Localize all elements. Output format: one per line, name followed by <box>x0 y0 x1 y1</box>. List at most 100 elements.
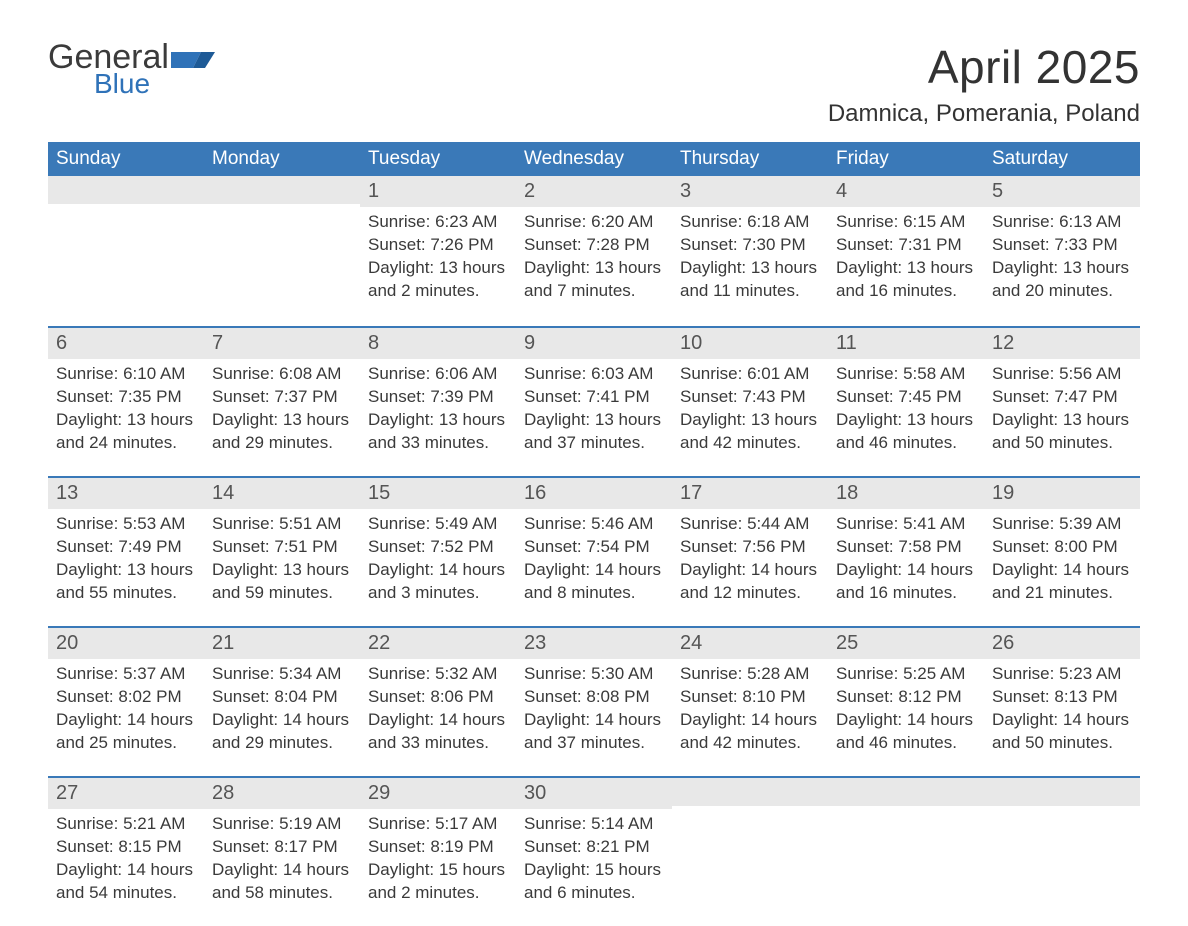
day-number: 28 <box>204 778 360 809</box>
day-number <box>672 778 828 806</box>
daylight-line: and 7 minutes. <box>524 280 664 303</box>
calendar-day-cell: 7Sunrise: 6:08 AMSunset: 7:37 PMDaylight… <box>204 328 360 476</box>
day-number: 17 <box>672 478 828 509</box>
daylight-line: Daylight: 14 hours <box>212 859 352 882</box>
sunrise-line: Sunrise: 5:34 AM <box>212 663 352 686</box>
sunrise-line: Sunrise: 5:37 AM <box>56 663 196 686</box>
calendar-day-cell: 28Sunrise: 5:19 AMSunset: 8:17 PMDayligh… <box>204 778 360 926</box>
sunrise-line: Sunrise: 6:23 AM <box>368 211 508 234</box>
day-number: 9 <box>516 328 672 359</box>
daylight-line: and 50 minutes. <box>992 432 1132 455</box>
sunrise-line: Sunrise: 5:21 AM <box>56 813 196 836</box>
sunrise-line: Sunrise: 5:32 AM <box>368 663 508 686</box>
day-number: 26 <box>984 628 1140 659</box>
daylight-line: Daylight: 13 hours <box>56 409 196 432</box>
day-number <box>828 778 984 806</box>
daylight-line: and 20 minutes. <box>992 280 1132 303</box>
daylight-line: Daylight: 13 hours <box>56 559 196 582</box>
daylight-line: Daylight: 14 hours <box>680 559 820 582</box>
sunset-line: Sunset: 7:26 PM <box>368 234 508 257</box>
day-number: 4 <box>828 176 984 207</box>
sunset-line: Sunset: 8:21 PM <box>524 836 664 859</box>
daylight-line: and 42 minutes. <box>680 732 820 755</box>
daylight-line: Daylight: 14 hours <box>212 709 352 732</box>
day-number: 15 <box>360 478 516 509</box>
daylight-line: Daylight: 14 hours <box>836 709 976 732</box>
day-number: 16 <box>516 478 672 509</box>
logo: General Blue <box>48 40 215 100</box>
calendar-day-cell: 1Sunrise: 6:23 AMSunset: 7:26 PMDaylight… <box>360 176 516 326</box>
sunset-line: Sunset: 7:49 PM <box>56 536 196 559</box>
day-number: 19 <box>984 478 1140 509</box>
daylight-line: and 24 minutes. <box>56 432 196 455</box>
daylight-line: and 12 minutes. <box>680 582 820 605</box>
sunset-line: Sunset: 8:12 PM <box>836 686 976 709</box>
calendar-week: 27Sunrise: 5:21 AMSunset: 8:15 PMDayligh… <box>48 776 1140 926</box>
daylight-line: and 42 minutes. <box>680 432 820 455</box>
sunrise-line: Sunrise: 5:51 AM <box>212 513 352 536</box>
daylight-line: Daylight: 14 hours <box>524 559 664 582</box>
sunrise-line: Sunrise: 5:30 AM <box>524 663 664 686</box>
dow-header-cell: Wednesday <box>516 142 672 176</box>
daylight-line: Daylight: 15 hours <box>524 859 664 882</box>
daylight-line: Daylight: 14 hours <box>368 559 508 582</box>
calendar: SundayMondayTuesdayWednesdayThursdayFrid… <box>48 142 1140 926</box>
sunset-line: Sunset: 8:13 PM <box>992 686 1132 709</box>
day-number <box>204 176 360 204</box>
day-number: 23 <box>516 628 672 659</box>
daylight-line: and 25 minutes. <box>56 732 196 755</box>
calendar-day-cell: 12Sunrise: 5:56 AMSunset: 7:47 PMDayligh… <box>984 328 1140 476</box>
sunset-line: Sunset: 7:43 PM <box>680 386 820 409</box>
calendar-day-cell: 14Sunrise: 5:51 AMSunset: 7:51 PMDayligh… <box>204 478 360 626</box>
day-number <box>984 778 1140 806</box>
sunrise-line: Sunrise: 5:44 AM <box>680 513 820 536</box>
daylight-line: and 46 minutes. <box>836 432 976 455</box>
daylight-line: and 2 minutes. <box>368 280 508 303</box>
daylight-line: Daylight: 14 hours <box>524 709 664 732</box>
sunrise-line: Sunrise: 5:23 AM <box>992 663 1132 686</box>
sunrise-line: Sunrise: 6:06 AM <box>368 363 508 386</box>
sunset-line: Sunset: 7:58 PM <box>836 536 976 559</box>
daylight-line: Daylight: 13 hours <box>836 409 976 432</box>
sunrise-line: Sunrise: 5:41 AM <box>836 513 976 536</box>
day-number: 24 <box>672 628 828 659</box>
daylight-line: and 55 minutes. <box>56 582 196 605</box>
calendar-day-cell <box>828 778 984 926</box>
calendar-day-cell: 17Sunrise: 5:44 AMSunset: 7:56 PMDayligh… <box>672 478 828 626</box>
dow-header-cell: Monday <box>204 142 360 176</box>
title-block: April 2025 Damnica, Pomerania, Poland <box>828 40 1140 138</box>
daylight-line: Daylight: 13 hours <box>212 559 352 582</box>
sunset-line: Sunset: 7:37 PM <box>212 386 352 409</box>
sunset-line: Sunset: 8:15 PM <box>56 836 196 859</box>
sunrise-line: Sunrise: 5:46 AM <box>524 513 664 536</box>
sunrise-line: Sunrise: 5:17 AM <box>368 813 508 836</box>
sunset-line: Sunset: 7:45 PM <box>836 386 976 409</box>
daylight-line: and 29 minutes. <box>212 432 352 455</box>
daylight-line: and 54 minutes. <box>56 882 196 905</box>
sunset-line: Sunset: 7:47 PM <box>992 386 1132 409</box>
calendar-day-cell: 16Sunrise: 5:46 AMSunset: 7:54 PMDayligh… <box>516 478 672 626</box>
calendar-day-cell: 27Sunrise: 5:21 AMSunset: 8:15 PMDayligh… <box>48 778 204 926</box>
calendar-week: 13Sunrise: 5:53 AMSunset: 7:49 PMDayligh… <box>48 476 1140 626</box>
day-number: 18 <box>828 478 984 509</box>
calendar-day-cell: 26Sunrise: 5:23 AMSunset: 8:13 PMDayligh… <box>984 628 1140 776</box>
sunrise-line: Sunrise: 6:03 AM <box>524 363 664 386</box>
daylight-line: and 33 minutes. <box>368 432 508 455</box>
sunset-line: Sunset: 7:31 PM <box>836 234 976 257</box>
calendar-week: 6Sunrise: 6:10 AMSunset: 7:35 PMDaylight… <box>48 326 1140 476</box>
daylight-line: Daylight: 14 hours <box>56 859 196 882</box>
calendar-day-cell: 21Sunrise: 5:34 AMSunset: 8:04 PMDayligh… <box>204 628 360 776</box>
daylight-line: Daylight: 13 hours <box>836 257 976 280</box>
sunrise-line: Sunrise: 6:20 AM <box>524 211 664 234</box>
calendar-day-cell <box>48 176 204 326</box>
daylight-line: Daylight: 14 hours <box>368 709 508 732</box>
sunrise-line: Sunrise: 5:28 AM <box>680 663 820 686</box>
daylight-line: Daylight: 13 hours <box>212 409 352 432</box>
calendar-day-cell: 30Sunrise: 5:14 AMSunset: 8:21 PMDayligh… <box>516 778 672 926</box>
dow-header-cell: Tuesday <box>360 142 516 176</box>
daylight-line: and 50 minutes. <box>992 732 1132 755</box>
daylight-line: Daylight: 13 hours <box>368 409 508 432</box>
day-number: 11 <box>828 328 984 359</box>
daylight-line: and 16 minutes. <box>836 280 976 303</box>
daylight-line: and 33 minutes. <box>368 732 508 755</box>
